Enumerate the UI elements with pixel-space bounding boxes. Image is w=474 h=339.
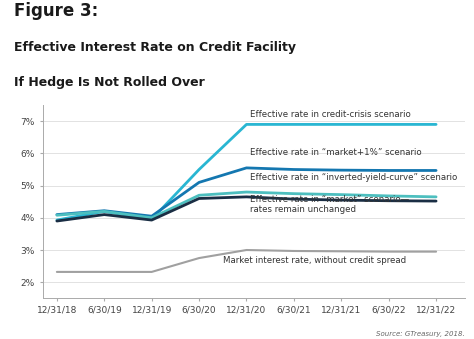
Text: Effective rate in “inverted-yield-curve” scenario: Effective rate in “inverted-yield-curve”… <box>250 173 457 182</box>
Text: Source: GTreasury, 2018.: Source: GTreasury, 2018. <box>376 331 465 337</box>
Text: Effective rate in “market” scenario—
rates remain unchanged: Effective rate in “market” scenario— rat… <box>250 195 410 214</box>
Text: Effective rate in credit-crisis scenario: Effective rate in credit-crisis scenario <box>250 109 411 119</box>
Text: Market interest rate, without credit spread: Market interest rate, without credit spr… <box>223 256 406 264</box>
Text: Effective Interest Rate on Credit Facility: Effective Interest Rate on Credit Facili… <box>14 41 296 54</box>
Text: If Hedge Is Not Rolled Over: If Hedge Is Not Rolled Over <box>14 76 205 89</box>
Text: Figure 3:: Figure 3: <box>14 2 99 20</box>
Text: Effective rate in “market+1%” scenario: Effective rate in “market+1%” scenario <box>250 147 422 157</box>
